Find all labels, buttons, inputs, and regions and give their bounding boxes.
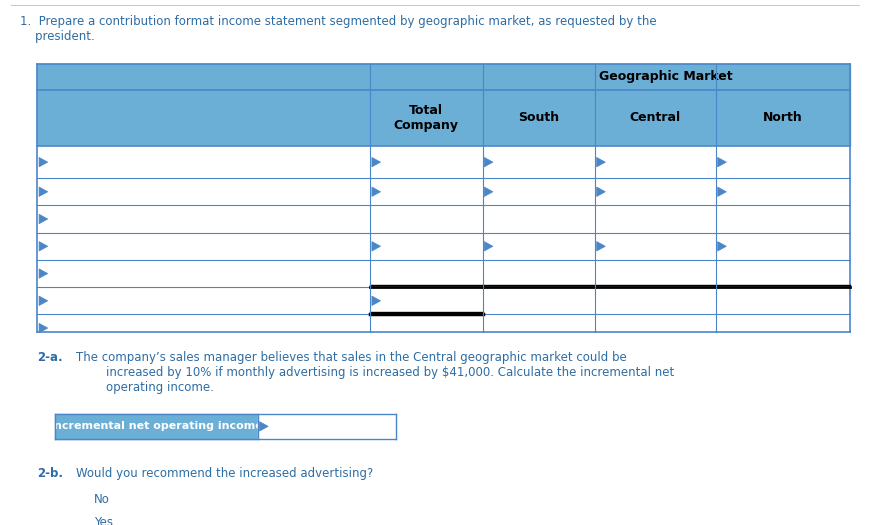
Text: 2-b.: 2-b. xyxy=(37,467,63,480)
Text: Yes: Yes xyxy=(94,516,112,525)
Text: Would you recommend the increased advertising?: Would you recommend the increased advert… xyxy=(76,467,373,480)
Polygon shape xyxy=(39,296,48,306)
Polygon shape xyxy=(39,214,48,224)
Polygon shape xyxy=(371,158,380,167)
Polygon shape xyxy=(39,323,48,333)
Text: South: South xyxy=(518,111,559,124)
Polygon shape xyxy=(717,242,726,251)
Polygon shape xyxy=(371,296,380,306)
Polygon shape xyxy=(596,242,605,251)
Text: Incremental net operating income: Incremental net operating income xyxy=(50,422,262,432)
Polygon shape xyxy=(484,158,493,167)
Polygon shape xyxy=(371,242,380,251)
Text: No: No xyxy=(94,492,109,506)
Polygon shape xyxy=(39,158,48,167)
Text: 2-a.: 2-a. xyxy=(37,351,63,364)
Text: The company’s sales manager believes that sales in the Central geographic market: The company’s sales manager believes tha… xyxy=(76,351,673,394)
Polygon shape xyxy=(717,158,726,167)
Polygon shape xyxy=(717,187,726,196)
Text: Total
Company: Total Company xyxy=(394,104,458,132)
Polygon shape xyxy=(259,422,268,431)
Polygon shape xyxy=(596,158,605,167)
Polygon shape xyxy=(39,269,48,278)
Polygon shape xyxy=(484,187,493,196)
Polygon shape xyxy=(39,242,48,251)
Polygon shape xyxy=(39,187,48,196)
Text: 1.  Prepare a contribution format income statement segmented by geographic marke: 1. Prepare a contribution format income … xyxy=(20,15,656,43)
Polygon shape xyxy=(371,187,380,196)
Text: Geographic Market: Geographic Market xyxy=(599,70,733,83)
Polygon shape xyxy=(596,187,605,196)
Polygon shape xyxy=(484,242,493,251)
Text: Central: Central xyxy=(629,111,680,124)
Text: North: North xyxy=(762,111,802,124)
